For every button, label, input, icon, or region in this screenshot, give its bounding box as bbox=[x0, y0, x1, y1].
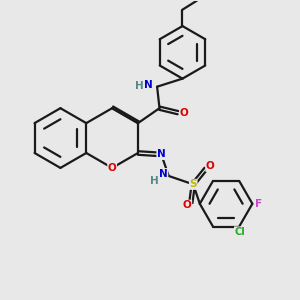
Text: S: S bbox=[190, 179, 197, 189]
Text: O: O bbox=[183, 200, 192, 210]
Text: O: O bbox=[180, 108, 188, 118]
Text: O: O bbox=[108, 163, 116, 173]
Text: N: N bbox=[144, 80, 153, 90]
Text: H: H bbox=[150, 176, 159, 186]
Text: Cl: Cl bbox=[234, 227, 245, 237]
Text: N: N bbox=[159, 169, 168, 178]
Text: H: H bbox=[135, 81, 144, 91]
Text: F: F bbox=[255, 199, 262, 209]
Text: N: N bbox=[157, 149, 166, 160]
Text: O: O bbox=[206, 161, 214, 171]
